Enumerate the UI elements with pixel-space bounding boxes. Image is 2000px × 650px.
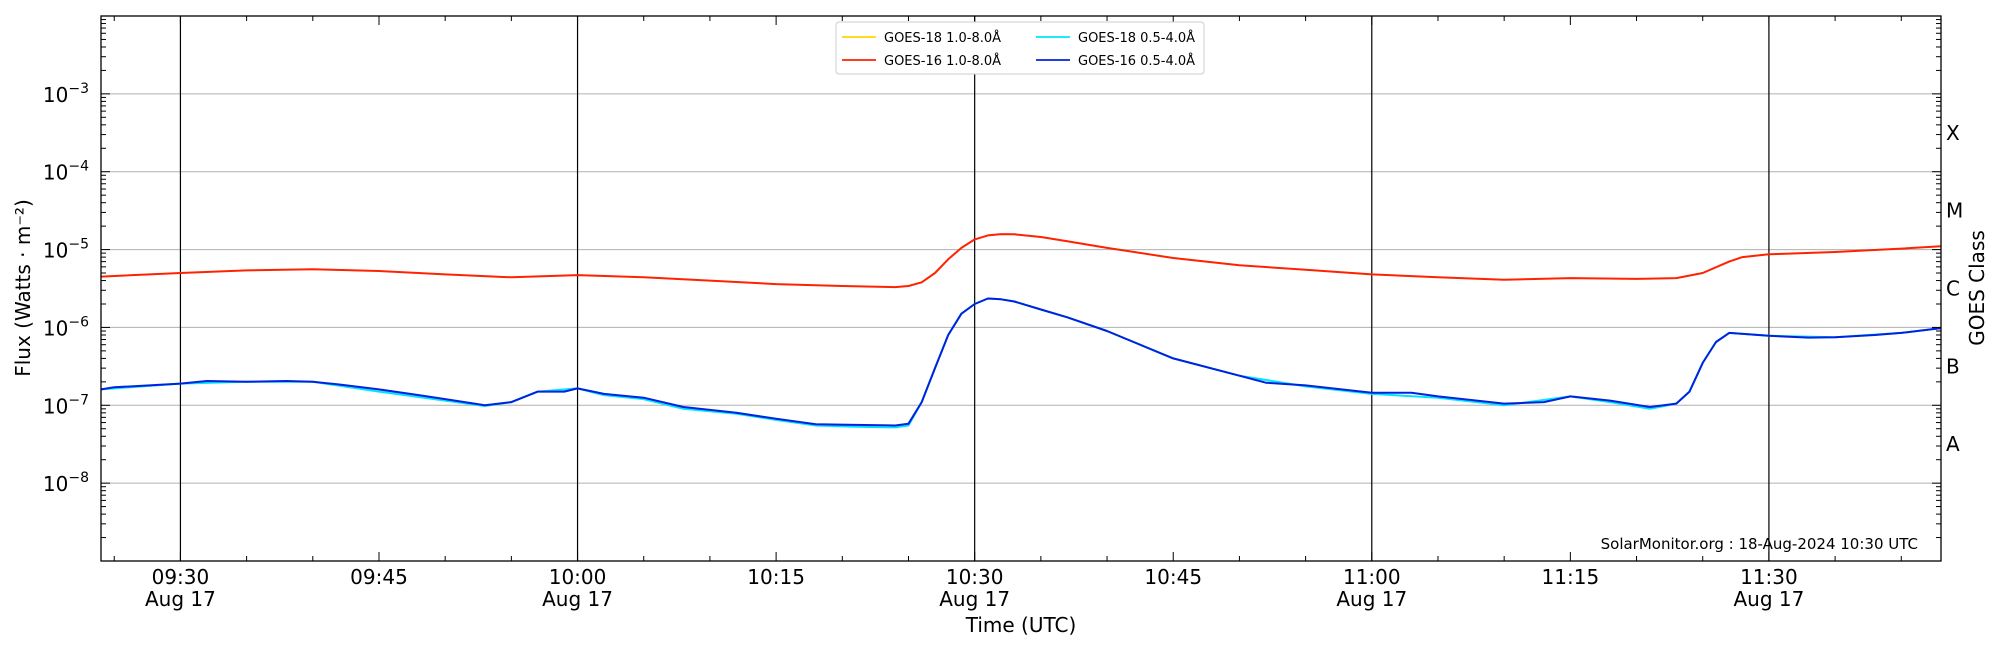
y-tick-labels: 10−8 10−7 10−6 10−5 10−4 10−3 (43, 81, 89, 496)
legend-label: GOES-16 0.5-4.0Å (1078, 53, 1195, 69)
axis-ticks (101, 16, 1941, 562)
x-tick-date-label: Aug 17 (145, 587, 216, 611)
y-tick-label: 10−4 (43, 159, 89, 185)
x-tick-date-label: Aug 17 (939, 587, 1010, 611)
y-tick-label: 10−3 (43, 81, 89, 107)
x-tick-label: 10:45 (1144, 565, 1202, 589)
legend-label: GOES-18 1.0-8.0Å (884, 30, 1001, 46)
x-tick-label: 10:00 (549, 565, 607, 589)
legend-label: GOES-16 1.0-8.0Å (884, 53, 1001, 69)
x-tick-label: 11:30 (1740, 565, 1798, 589)
goes-class-label: B (1946, 354, 1960, 378)
series-line (100, 233, 1942, 289)
goes-class-labels: A B C M X (1946, 121, 1963, 456)
x-tick-label: 11:15 (1542, 565, 1600, 589)
legend-label: GOES-18 0.5-4.0Å (1078, 30, 1195, 46)
plot-background (101, 16, 1941, 561)
y-tick-label: 10−8 (43, 470, 89, 496)
plot-frame (100, 15, 1942, 562)
y2-axis-title: GOES Class (1965, 230, 1989, 346)
grid-lines (101, 15, 1941, 562)
legend: GOES-18 1.0-8.0Å GOES-16 1.0-8.0Å GOES-18 … (835, 21, 1205, 75)
y-tick-label: 10−7 (43, 392, 89, 418)
goes-class-label: C (1946, 277, 1960, 301)
goes-class-label: A (1946, 432, 1960, 456)
x-tick-label: 11:00 (1343, 565, 1401, 589)
goes-class-label: M (1946, 199, 1963, 223)
x-tick-label: 09:30 (152, 565, 210, 589)
x-tick-label: 10:30 (946, 565, 1004, 589)
vertical-time-markers (179, 16, 1770, 561)
x-tick-label: 09:45 (350, 565, 408, 589)
goes-class-label: X (1946, 121, 1960, 145)
y-axis-title: Flux (Watts · m⁻²) (11, 199, 35, 377)
y-tick-label: 10−5 (43, 237, 89, 263)
legend-box (835, 21, 1205, 75)
credit-annotation: SolarMonitor.org : 18-Aug-2024 10:30 UTC (1601, 535, 1918, 553)
x-tick-date-label: Aug 17 (1336, 587, 1407, 611)
data-series (100, 233, 1942, 429)
series-line (100, 297, 1942, 427)
y-tick-label: 10−6 (43, 314, 89, 340)
x-tick-date-label: Aug 17 (542, 587, 613, 611)
x-tick-date-label: Aug 17 (1733, 587, 1804, 611)
x-tick-label: 10:15 (747, 565, 805, 589)
x-axis-title: Time (UTC) (965, 613, 1077, 637)
